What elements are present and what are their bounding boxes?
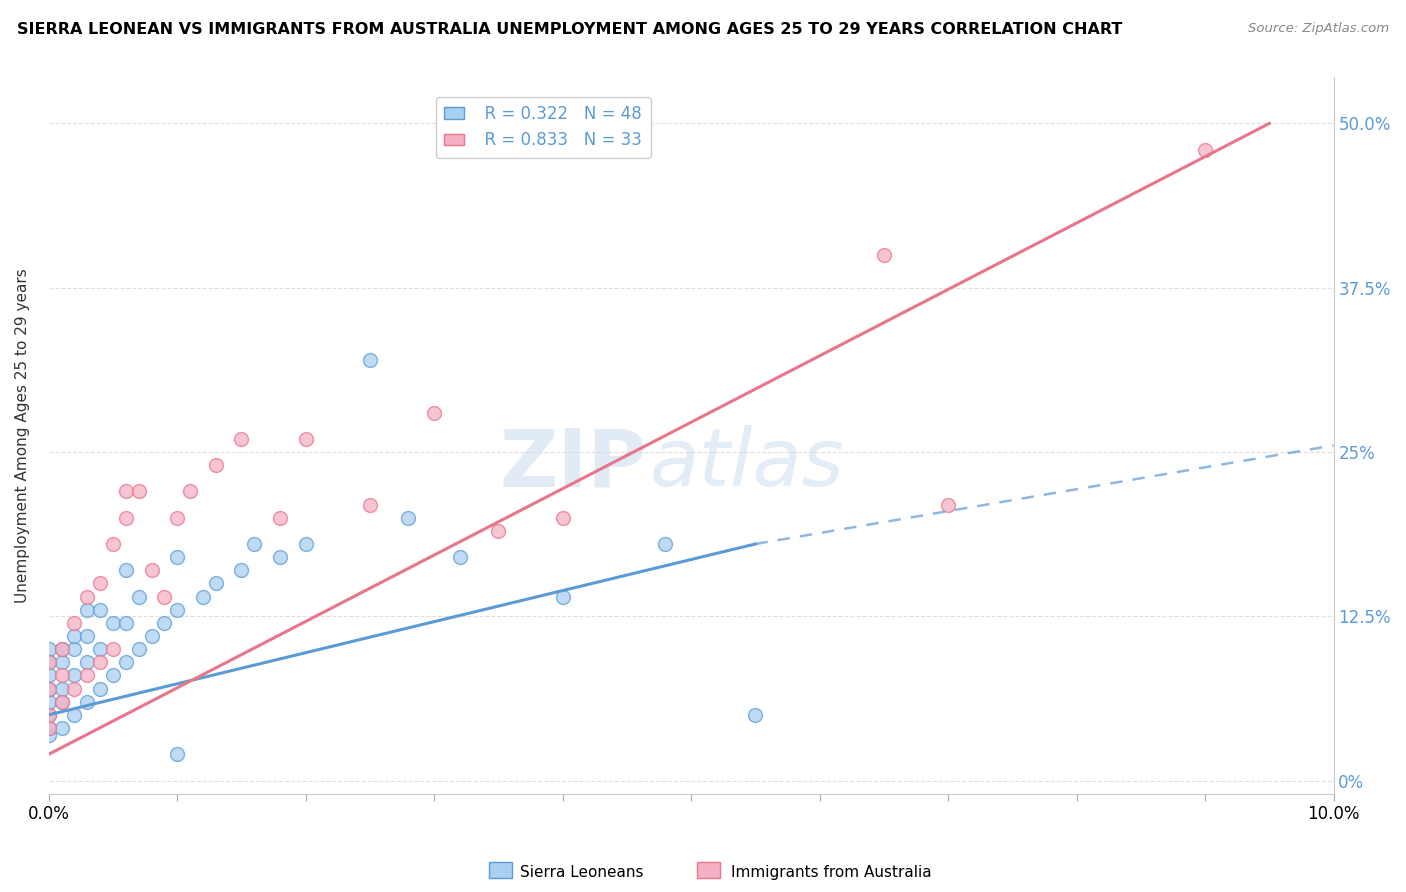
Point [114, 510, 136, 524]
Point [114, 563, 136, 577]
Point [449, 550, 471, 565]
Point [166, 550, 188, 565]
Point [269, 510, 291, 524]
Point [114, 484, 136, 499]
Point [38, 655, 60, 669]
Point [204, 458, 226, 472]
Point [38, 668, 60, 682]
Point [873, 248, 896, 262]
Point [63, 668, 86, 682]
Point [294, 537, 316, 551]
Point [141, 629, 163, 643]
Point [51, 695, 73, 709]
Point [38, 721, 60, 735]
Point [38, 707, 60, 722]
Point [76, 590, 98, 604]
Point [76, 629, 98, 643]
Point [76, 668, 98, 682]
Point [51, 642, 73, 657]
Point [101, 537, 124, 551]
Point [38, 681, 60, 696]
Point [89, 576, 111, 591]
Point [551, 510, 574, 524]
Text: ZIP: ZIP [499, 425, 647, 503]
Point [63, 629, 86, 643]
Point [153, 590, 176, 604]
Y-axis label: Unemployment Among Ages 25 to 29 years: Unemployment Among Ages 25 to 29 years [15, 268, 30, 603]
Point [231, 563, 253, 577]
Point [166, 510, 188, 524]
Point [101, 668, 124, 682]
Point [114, 655, 136, 669]
Point [63, 615, 86, 630]
Point [89, 655, 111, 669]
Point [423, 406, 446, 420]
Point [38, 721, 60, 735]
Point [153, 615, 176, 630]
Point [51, 721, 73, 735]
Point [128, 484, 150, 499]
Point [179, 484, 201, 499]
Legend:   R = 0.322   N = 48,   R = 0.833   N = 33: R = 0.322 N = 48, R = 0.833 N = 33 [436, 96, 651, 158]
Bar [697, 862, 720, 878]
Point [551, 590, 574, 604]
Point [101, 642, 124, 657]
Point [128, 642, 150, 657]
Point [63, 642, 86, 657]
Point [76, 655, 98, 669]
Point [486, 524, 509, 538]
Point [63, 681, 86, 696]
Text: Sierra Leoneans: Sierra Leoneans [520, 865, 644, 880]
Point [141, 563, 163, 577]
Text: atlas: atlas [650, 425, 845, 503]
Point [166, 747, 188, 762]
Point [51, 642, 73, 657]
Point [936, 498, 959, 512]
Point [63, 707, 86, 722]
Point [51, 695, 73, 709]
Point [38, 727, 60, 741]
Point [744, 707, 766, 722]
Text: Immigrants from Australia: Immigrants from Australia [731, 865, 932, 880]
Point [166, 603, 188, 617]
Point [191, 590, 214, 604]
Point [51, 681, 73, 696]
Point [294, 432, 316, 446]
Point [359, 353, 381, 368]
Point [101, 615, 124, 630]
Point [243, 537, 266, 551]
Point [204, 576, 226, 591]
Point [89, 681, 111, 696]
Point [38, 642, 60, 657]
Point [398, 510, 420, 524]
Point [51, 655, 73, 669]
Point [89, 642, 111, 657]
Point [1194, 143, 1216, 157]
Point [269, 550, 291, 565]
Point [654, 537, 676, 551]
Point [38, 655, 60, 669]
Point [38, 695, 60, 709]
Point [128, 590, 150, 604]
Bar [489, 862, 512, 878]
Text: Source: ZipAtlas.com: Source: ZipAtlas.com [1249, 22, 1389, 36]
Point [359, 498, 381, 512]
Text: SIERRA LEONEAN VS IMMIGRANTS FROM AUSTRALIA UNEMPLOYMENT AMONG AGES 25 TO 29 YEA: SIERRA LEONEAN VS IMMIGRANTS FROM AUSTRA… [17, 22, 1122, 37]
Point [38, 707, 60, 722]
Point [231, 432, 253, 446]
Point [38, 681, 60, 696]
Point [114, 615, 136, 630]
Point [51, 668, 73, 682]
Point [89, 603, 111, 617]
Point [76, 695, 98, 709]
Point [76, 603, 98, 617]
